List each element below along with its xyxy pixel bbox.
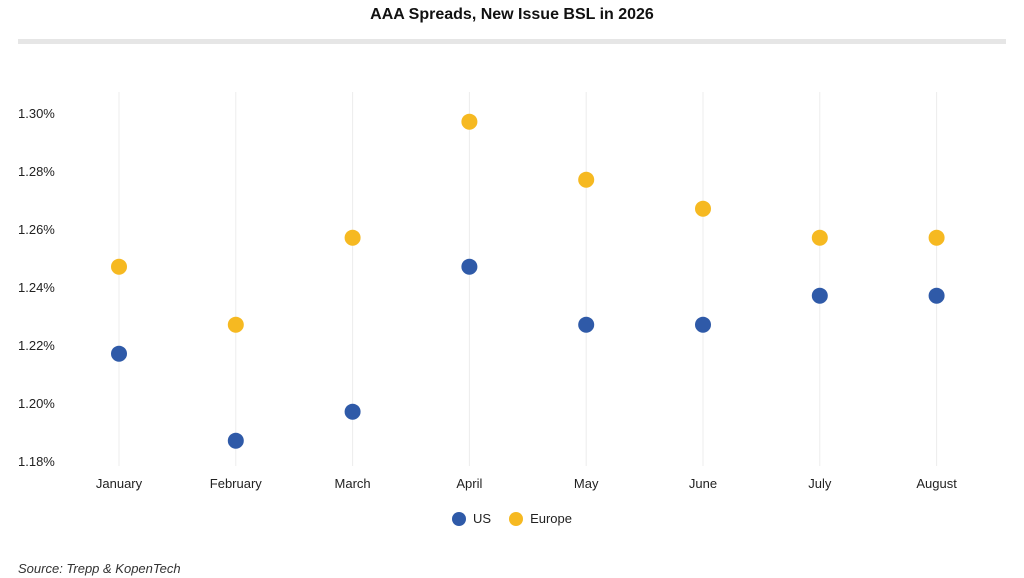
- data-point-europe[interactable]: [811, 229, 828, 246]
- data-points: [111, 113, 945, 449]
- y-tick-label: 1.18%: [18, 454, 55, 469]
- x-tick-label: May: [574, 476, 599, 491]
- y-tick-label: 1.24%: [18, 280, 55, 295]
- y-tick-label: 1.20%: [18, 396, 55, 411]
- legend-swatch-us: [452, 511, 466, 526]
- x-tick-label: July: [808, 476, 832, 491]
- y-tick-label: 1.28%: [18, 164, 55, 179]
- data-point-us[interactable]: [928, 287, 945, 304]
- title-divider: [18, 39, 1006, 44]
- legend-label-us: US: [473, 511, 492, 526]
- data-point-us[interactable]: [695, 316, 711, 333]
- y-tick-label: 1.26%: [18, 222, 55, 237]
- x-tick-label: February: [210, 476, 263, 491]
- data-point-europe[interactable]: [695, 200, 711, 217]
- x-tick-label: August: [916, 476, 957, 491]
- x-tick-label: June: [689, 476, 717, 491]
- data-point-us[interactable]: [811, 287, 828, 304]
- data-point-us[interactable]: [227, 432, 244, 449]
- data-point-europe[interactable]: [344, 229, 361, 246]
- grid-lines: [118, 92, 938, 466]
- legend-item-europe[interactable]: Europe: [509, 511, 572, 526]
- y-tick-label: 1.30%: [18, 106, 55, 121]
- data-point-us[interactable]: [578, 316, 595, 333]
- x-tick-label: April: [456, 476, 482, 491]
- legend-item-us[interactable]: US: [452, 511, 491, 526]
- data-point-europe[interactable]: [227, 316, 244, 333]
- data-point-us[interactable]: [344, 403, 361, 420]
- legend-swatch-europe: [509, 511, 524, 526]
- x-tick-label: March: [335, 476, 371, 491]
- x-axis: January February March April May June July Augu…: [96, 476, 957, 491]
- legend-label-europe: Europe: [530, 511, 572, 526]
- data-point-us[interactable]: [111, 345, 127, 362]
- x-tick-label: January: [96, 476, 143, 491]
- data-point-europe[interactable]: [111, 258, 127, 275]
- legend: US Europe: [0, 511, 1024, 526]
- data-point-europe[interactable]: [461, 113, 478, 130]
- y-tick-label: 1.22%: [18, 338, 55, 353]
- data-point-europe[interactable]: [578, 171, 595, 188]
- chart-title: AAA Spreads, New Issue BSL in 2026: [370, 6, 654, 23]
- source-note: Source: Trepp & KopenTech: [18, 561, 181, 576]
- y-axis: 1.18% 1.20% 1.22% 1.24% 1.26% 1.28% 1.30%: [18, 106, 55, 469]
- data-point-europe[interactable]: [928, 229, 945, 246]
- data-point-us[interactable]: [461, 258, 478, 275]
